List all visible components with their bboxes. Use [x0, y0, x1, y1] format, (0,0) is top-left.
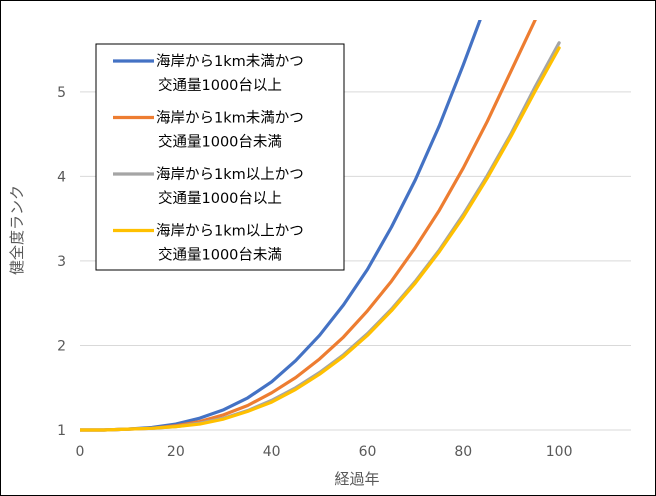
series-line-4	[80, 46, 561, 432]
legend-label-1: 海岸から1km未満かつ	[156, 53, 304, 70]
legend-label-2: 交通量1000台未満	[158, 133, 282, 151]
y-axis-title: 健全度ランク	[8, 185, 26, 275]
legend-box	[95, 43, 345, 271]
y-tick-label: 2	[57, 338, 66, 354]
legend-label-2: 海岸から1km未満かつ	[156, 110, 304, 127]
legend: 海岸から1km未満かつ交通量1000台以上海岸から1km未満かつ交通量1000台…	[95, 43, 345, 271]
x-axis-title: 経過年	[334, 470, 379, 488]
x-tick-label: 60	[359, 444, 377, 460]
legend-label-3: 交通量1000台以上	[158, 189, 282, 207]
y-tick-label: 3	[57, 254, 66, 270]
axes: 1 2 3 4 5 0 20 40 60 80 100	[57, 85, 631, 460]
y-tick-label: 5	[57, 85, 66, 101]
legend-label-4: 交通量1000台未満	[158, 246, 282, 264]
x-tick-label: 0	[76, 444, 85, 460]
x-tick-label: 40	[263, 444, 281, 460]
series-lines	[80, 20, 561, 432]
y-tick-label: 1	[57, 423, 66, 439]
legend-label-4: 海岸から1km以上かつ	[156, 223, 304, 240]
y-tick-label: 4	[57, 169, 66, 185]
x-tick-label: 100	[546, 444, 573, 460]
legend-label-3: 海岸から1km以上かつ	[156, 166, 304, 183]
x-tick-label: 20	[167, 444, 185, 460]
legend-label-1: 交通量1000台以上	[158, 76, 282, 94]
x-tick-label: 80	[454, 444, 472, 460]
